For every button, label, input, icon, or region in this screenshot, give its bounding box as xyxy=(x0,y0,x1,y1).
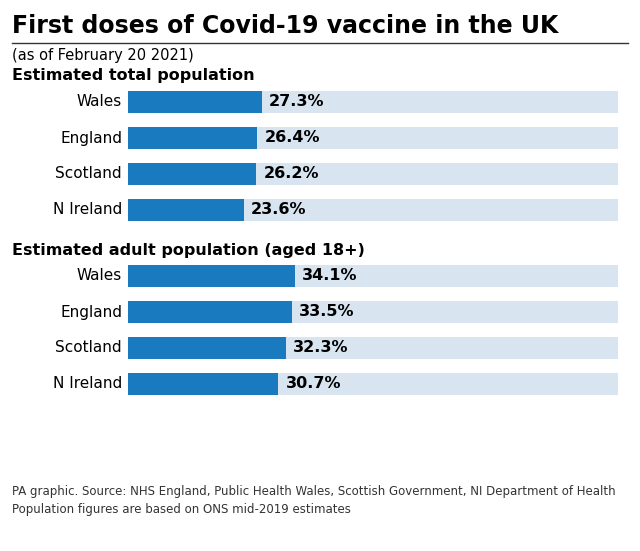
Text: 23.6%: 23.6% xyxy=(251,203,306,218)
Text: Wales: Wales xyxy=(77,268,122,284)
Text: Estimated adult population (aged 18+): Estimated adult population (aged 18+) xyxy=(12,243,365,258)
Bar xyxy=(128,265,618,287)
Bar xyxy=(128,337,286,359)
Text: 27.3%: 27.3% xyxy=(269,95,324,110)
Bar xyxy=(128,163,618,185)
Text: 32.3%: 32.3% xyxy=(293,341,349,355)
Text: 26.4%: 26.4% xyxy=(264,131,320,145)
Text: N Ireland: N Ireland xyxy=(52,376,122,392)
Bar xyxy=(128,337,618,359)
Bar xyxy=(128,91,262,113)
Bar xyxy=(128,163,257,185)
Text: PA graphic. Source: NHS England, Public Health Wales, Scottish Government, NI De: PA graphic. Source: NHS England, Public … xyxy=(12,485,616,516)
Bar xyxy=(128,199,244,221)
Text: N Ireland: N Ireland xyxy=(52,203,122,218)
Bar xyxy=(128,301,618,323)
Text: England: England xyxy=(60,131,122,145)
Bar xyxy=(128,301,292,323)
Text: First doses of Covid-19 vaccine in the UK: First doses of Covid-19 vaccine in the U… xyxy=(12,14,558,38)
Text: 26.2%: 26.2% xyxy=(264,166,319,181)
Bar xyxy=(128,265,295,287)
Text: England: England xyxy=(60,305,122,320)
Bar xyxy=(128,199,618,221)
Text: Scotland: Scotland xyxy=(56,341,122,355)
Text: 30.7%: 30.7% xyxy=(285,376,341,392)
Text: 34.1%: 34.1% xyxy=(302,268,358,284)
Bar xyxy=(128,373,278,395)
Text: Estimated total population: Estimated total population xyxy=(12,68,255,83)
Text: Scotland: Scotland xyxy=(56,166,122,181)
Bar xyxy=(128,127,257,149)
Text: 33.5%: 33.5% xyxy=(299,305,355,320)
Text: (as of February 20 2021): (as of February 20 2021) xyxy=(12,48,194,63)
Bar xyxy=(128,127,618,149)
Bar xyxy=(128,91,618,113)
Text: Wales: Wales xyxy=(77,95,122,110)
Bar xyxy=(128,373,618,395)
